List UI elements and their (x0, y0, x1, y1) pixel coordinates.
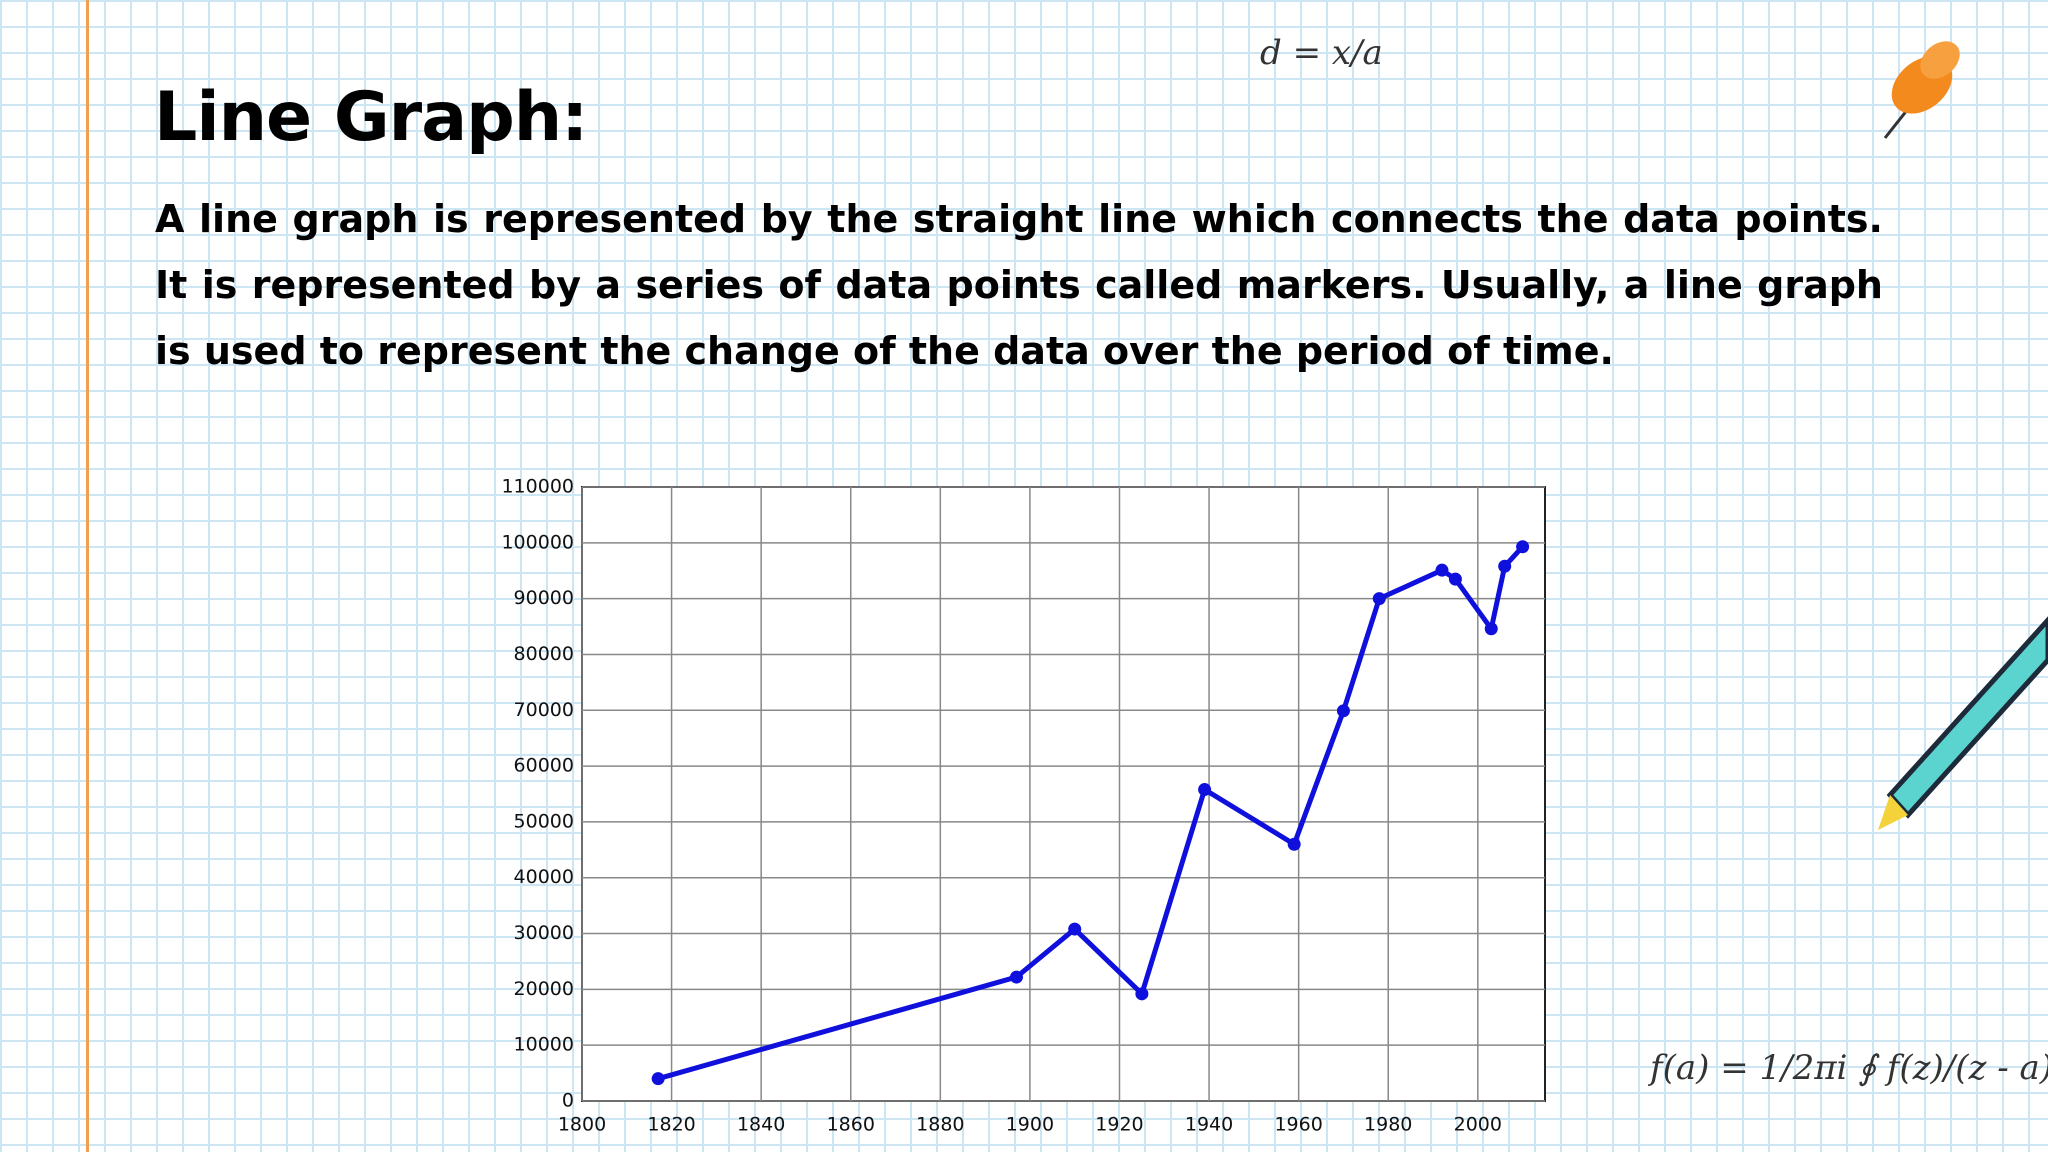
note: f(a) = 1/2πi ∮ f(z)/(z - a) dZ (1647, 1048, 2048, 1088)
x-tick-label: 1880 (916, 1114, 964, 1136)
marker (1287, 837, 1301, 851)
margin-line (86, 0, 89, 1152)
marker (1336, 704, 1350, 718)
marker (1516, 540, 1530, 554)
y-tick-label: 80000 (514, 643, 574, 665)
marker (1448, 572, 1462, 586)
pushpin (1883, 41, 1960, 139)
x-tick-label: 1940 (1185, 1114, 1233, 1136)
x-tick-label: 1820 (647, 1114, 695, 1136)
x-tick-label: 1860 (827, 1114, 875, 1136)
heading: Line Graph: (154, 78, 588, 157)
paragraph: A line graph is represented by the strai… (155, 197, 1883, 373)
y-tick-label: 40000 (514, 866, 574, 888)
y-tick-label: 20000 (514, 978, 574, 1000)
marker (1498, 559, 1512, 573)
marker (1484, 622, 1498, 636)
y-tick-label: 50000 (514, 810, 574, 832)
marker (651, 1072, 665, 1086)
marker (1009, 970, 1023, 984)
marker (1435, 563, 1449, 577)
marker (1372, 592, 1386, 606)
y-tick-label: 70000 (514, 699, 574, 721)
y-tick-label: 100000 (501, 531, 574, 553)
y-tick-label: 90000 (514, 587, 574, 609)
y-tick-label: 110000 (501, 476, 574, 498)
marker (1135, 987, 1149, 1001)
x-tick-label: 2000 (1454, 1114, 1502, 1136)
y-tick-label: 30000 (514, 922, 574, 944)
y-tick-label: 60000 (514, 755, 574, 777)
x-tick-label: 1920 (1095, 1114, 1143, 1136)
x-tick-label: 1900 (1006, 1114, 1054, 1136)
x-tick-label: 1980 (1364, 1114, 1412, 1136)
x-tick-label: 1840 (737, 1114, 785, 1136)
x-tick-label: 1800 (558, 1114, 606, 1136)
plot-area (581, 486, 1546, 1102)
marker (1068, 922, 1082, 936)
pencil (1878, 616, 2048, 830)
note: d = x/a (1260, 33, 1383, 73)
y-tick-label: 10000 (514, 1034, 574, 1056)
x-tick-label: 1960 (1274, 1114, 1322, 1136)
y-tick-label: 0 (562, 1090, 574, 1112)
marker (1198, 783, 1212, 797)
